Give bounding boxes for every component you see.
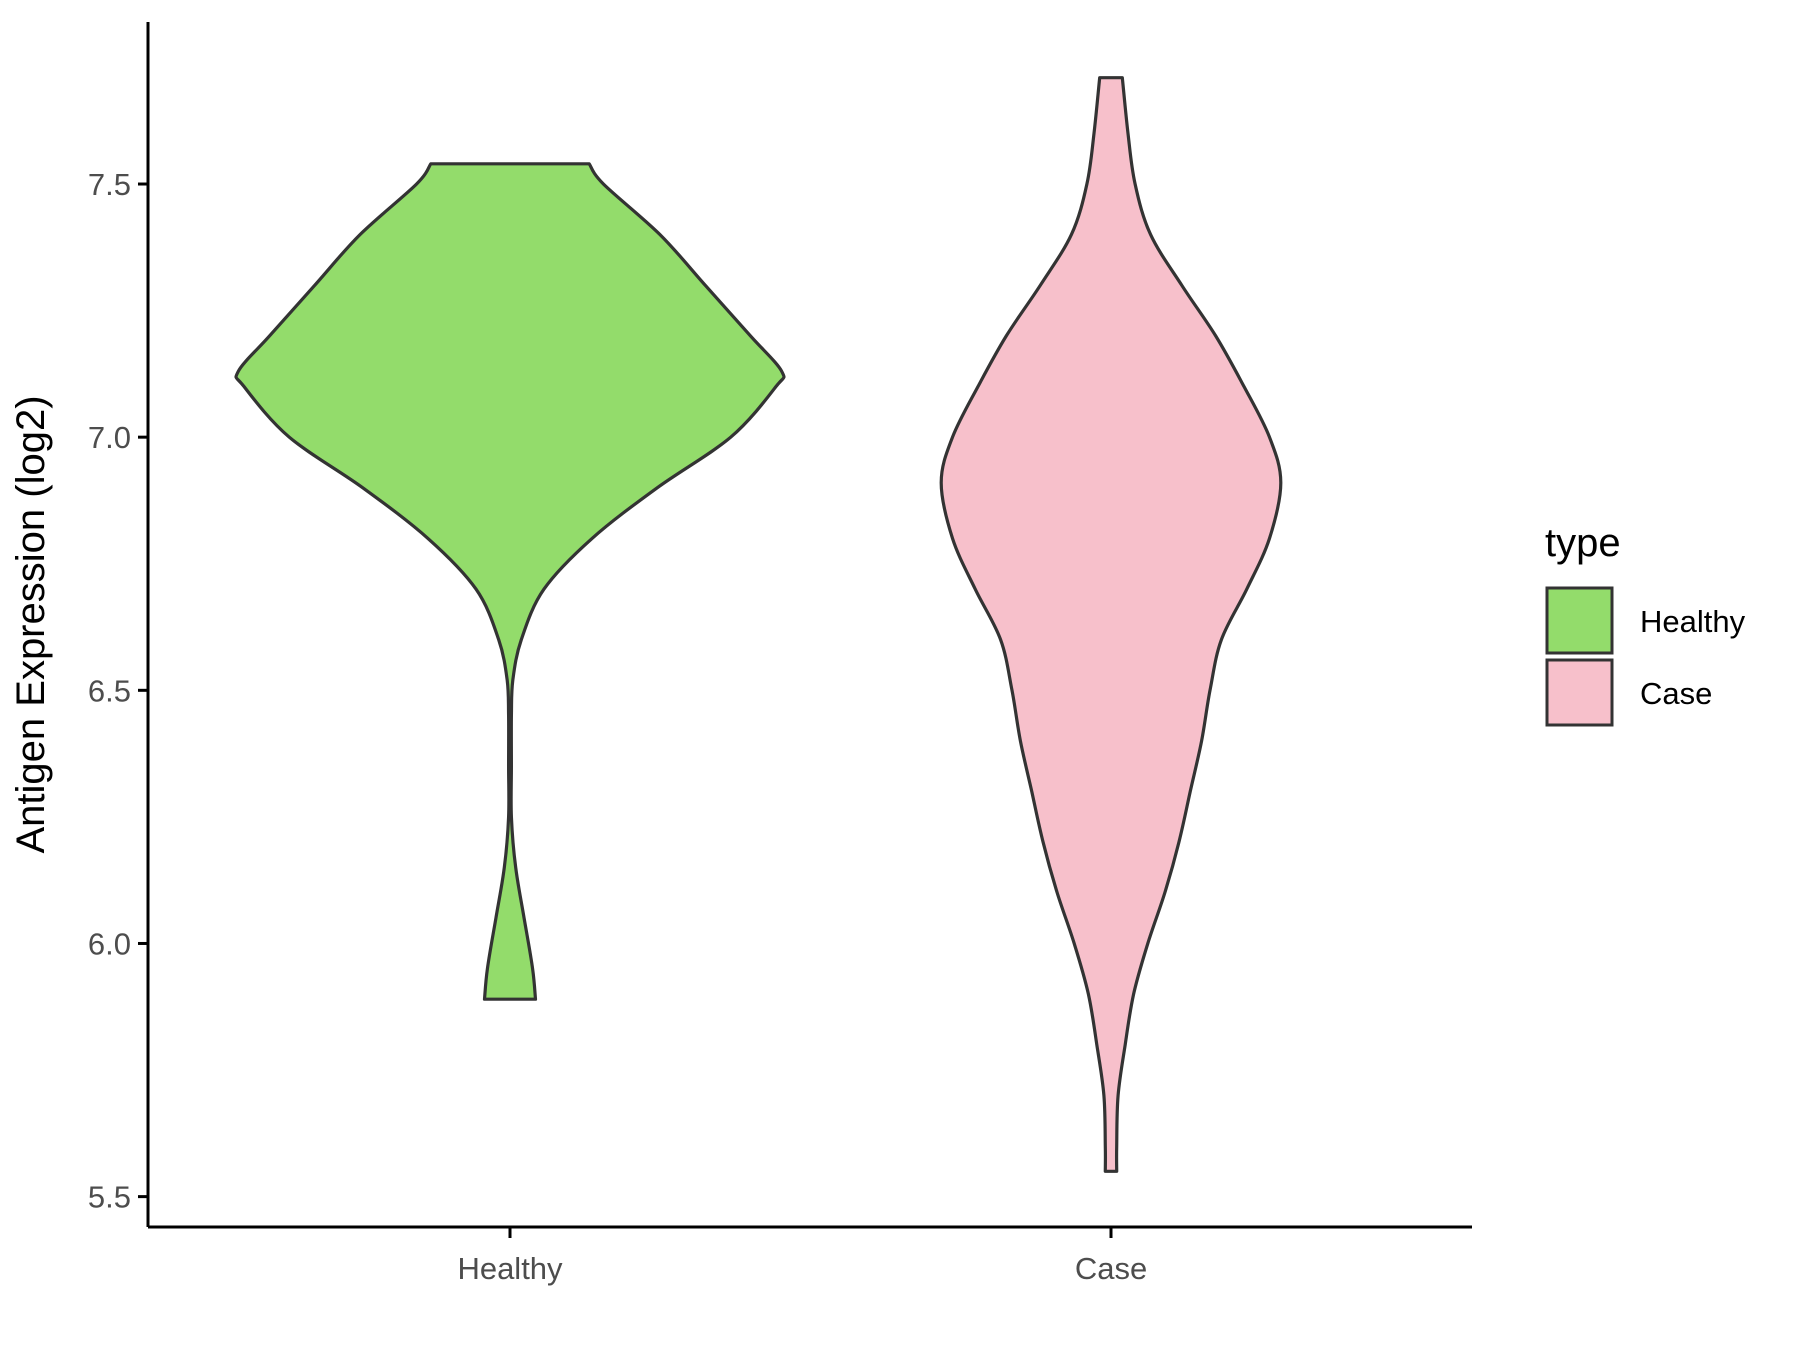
y-tick-label: 7.0 bbox=[88, 420, 131, 455]
violin-case bbox=[939, 76, 1283, 1173]
legend-label-case: Case bbox=[1640, 676, 1712, 711]
legend: type Healthy Case bbox=[1545, 521, 1746, 727]
violins bbox=[234, 76, 1283, 1173]
y-tick-label: 7.5 bbox=[88, 167, 131, 202]
legend-swatch-case bbox=[1545, 658, 1614, 727]
x-ticks: Healthy Case bbox=[457, 1227, 1147, 1286]
y-tick-label: 6.0 bbox=[88, 926, 131, 961]
legend-label-healthy: Healthy bbox=[1640, 604, 1746, 639]
plot-panel: 5.5 6.0 6.5 7.0 7.5 Healthy Case bbox=[88, 22, 1472, 1286]
violin-healthy bbox=[234, 162, 786, 1001]
y-axis-title: Antigen Expression (log2) bbox=[9, 395, 53, 853]
legend-swatch-healthy bbox=[1545, 586, 1614, 655]
x-tick-label: Healthy bbox=[457, 1251, 563, 1286]
legend-title: type bbox=[1545, 521, 1621, 565]
legend-items: Healthy Case bbox=[1545, 586, 1746, 727]
y-tick-label: 6.5 bbox=[88, 673, 131, 708]
x-tick-label: Case bbox=[1075, 1251, 1147, 1286]
y-tick-label: 5.5 bbox=[88, 1180, 131, 1215]
y-ticks: 5.5 6.0 6.5 7.0 7.5 bbox=[88, 167, 148, 1215]
